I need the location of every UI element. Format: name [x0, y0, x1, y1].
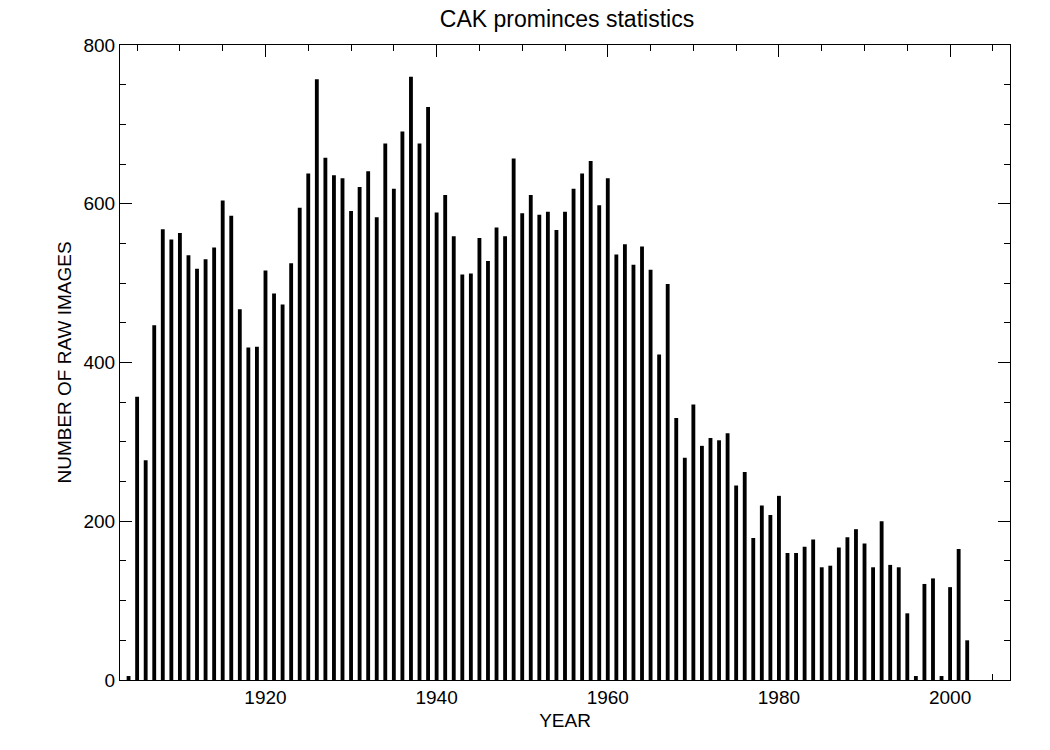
- svg-text:600: 600: [83, 193, 115, 214]
- svg-text:800: 800: [83, 35, 115, 56]
- svg-text:0: 0: [105, 670, 116, 691]
- svg-text:NUMBER OF RAW IMAGES: NUMBER OF RAW IMAGES: [54, 241, 75, 483]
- svg-text:1980: 1980: [758, 687, 800, 708]
- svg-text:1940: 1940: [415, 687, 457, 708]
- svg-text:200: 200: [83, 511, 115, 532]
- svg-text:400: 400: [83, 352, 115, 373]
- svg-text:2000: 2000: [929, 687, 971, 708]
- svg-text:YEAR: YEAR: [539, 710, 591, 731]
- svg-text:1920: 1920: [244, 687, 286, 708]
- svg-text:CAK prominces statistics: CAK prominces statistics: [440, 6, 694, 32]
- svg-text:1960: 1960: [587, 687, 629, 708]
